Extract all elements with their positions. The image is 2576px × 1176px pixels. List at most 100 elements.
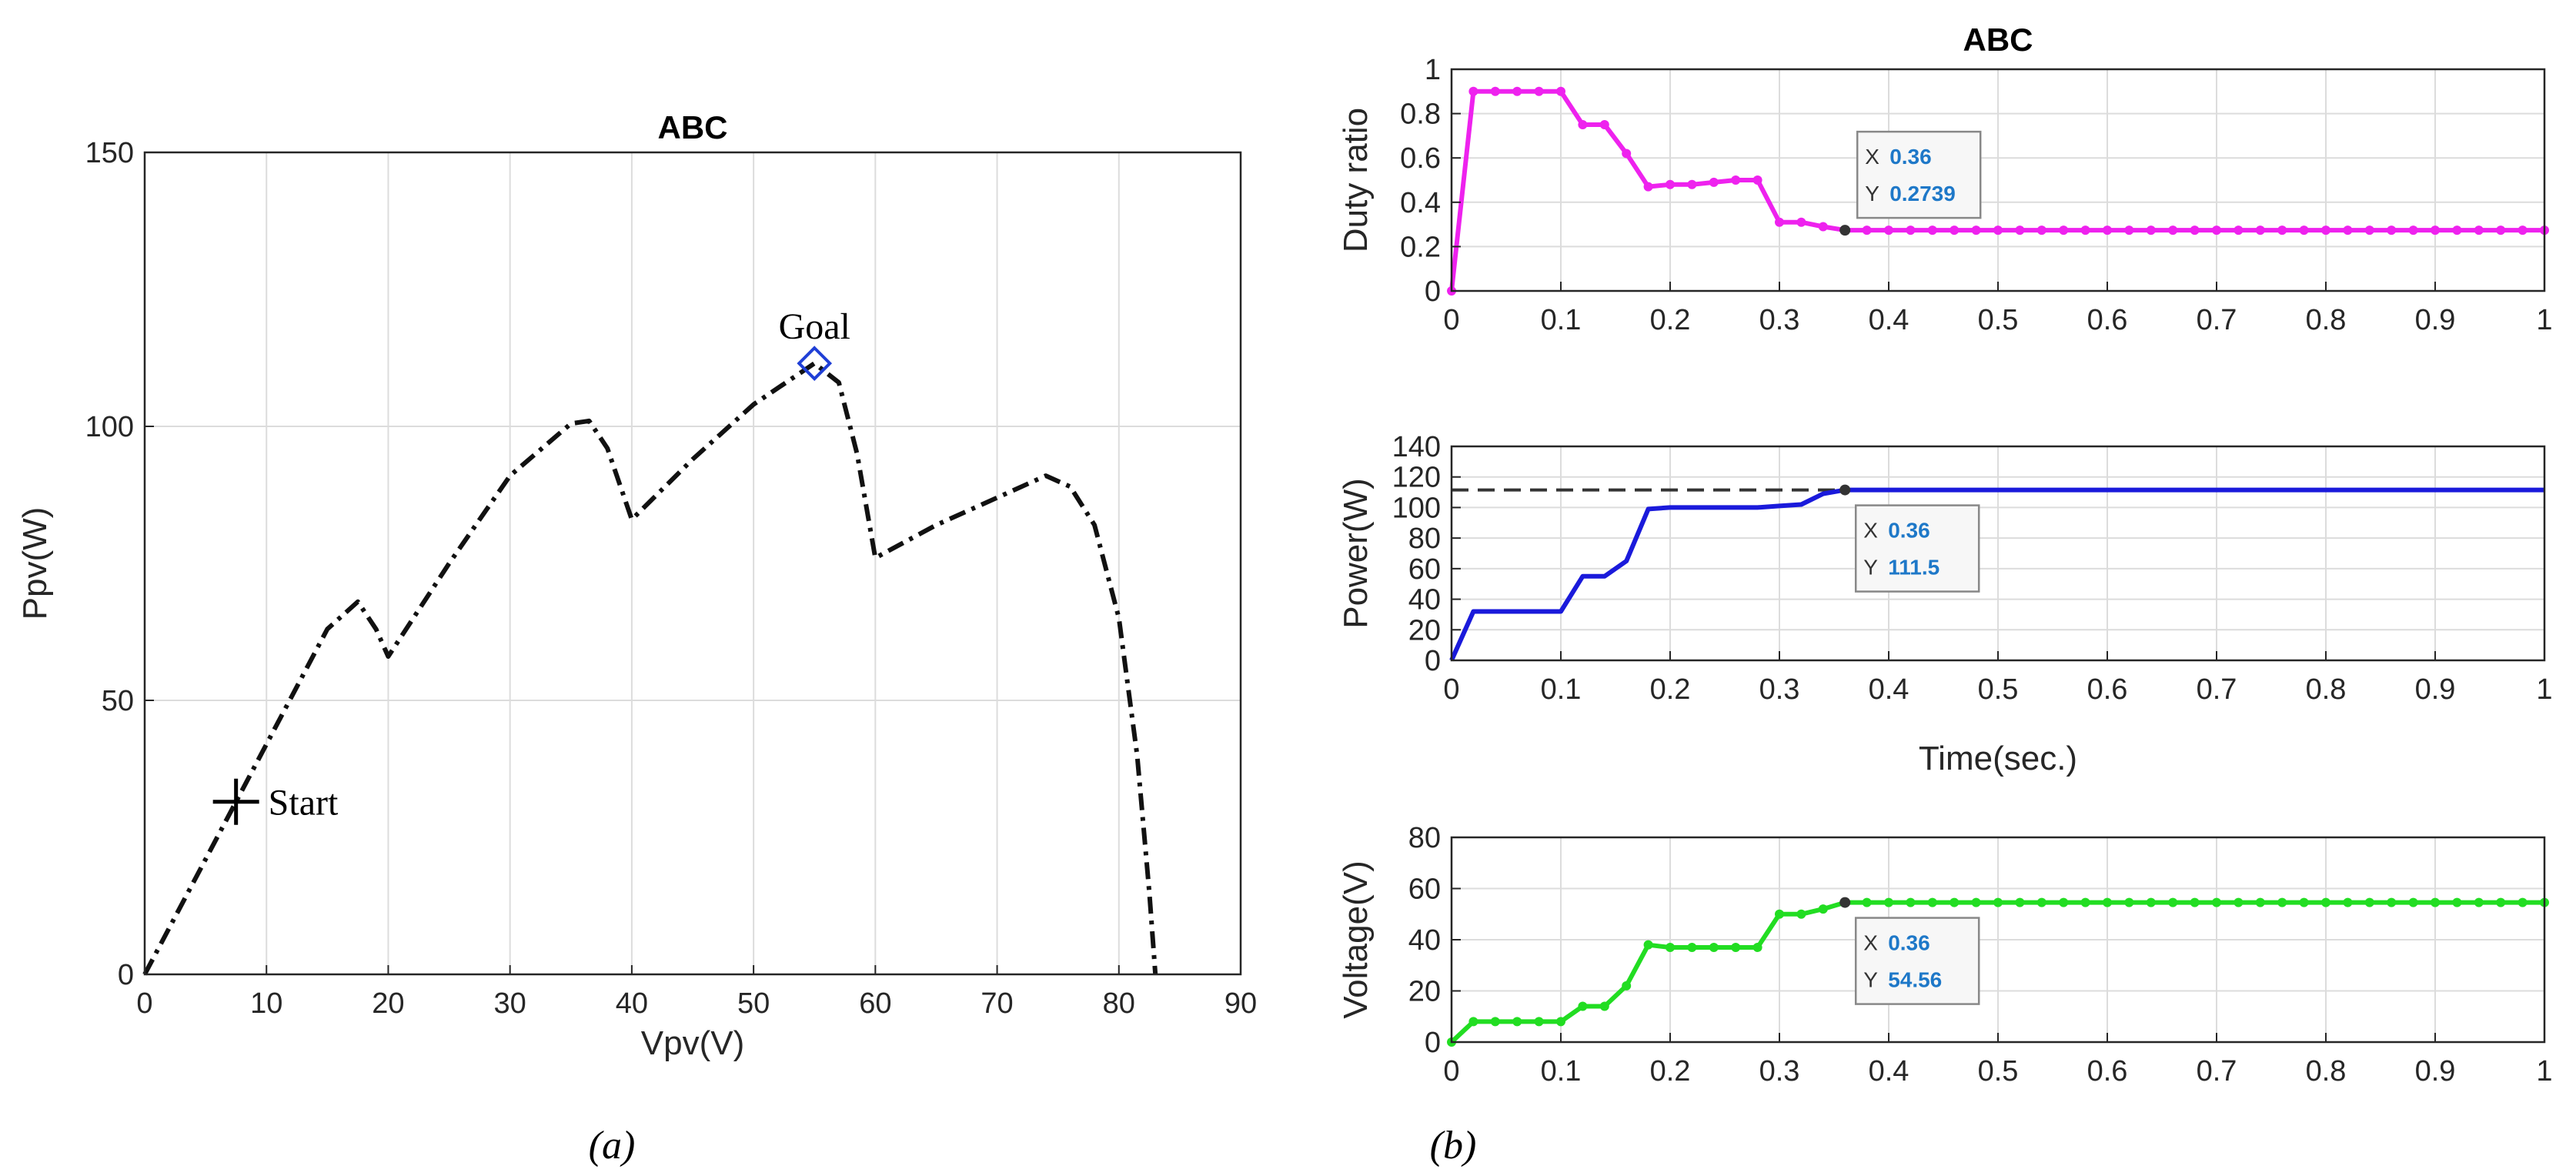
- power-datatip-box: [1854, 504, 1980, 593]
- pv-xtick-label: 0: [136, 987, 152, 1020]
- voltage-data-point: [2190, 897, 2200, 907]
- duty-data-point: [1599, 120, 1609, 129]
- voltage-data-point: [2124, 897, 2134, 907]
- pv-xlabel: Vpv(V): [641, 1024, 744, 1062]
- voltage-data-point: [1993, 897, 2003, 907]
- voltage-data-point: [1818, 904, 1828, 914]
- power-series-line: [1449, 487, 2544, 662]
- pv-xtick-label: 70: [981, 987, 1013, 1020]
- duty-ytick-label: 0.8: [1400, 99, 1441, 131]
- duty-data-point: [2080, 226, 2090, 236]
- duty-data-point: [1862, 226, 1872, 236]
- duty-xtick-label: 1: [2536, 304, 2552, 336]
- duty-data-point: [2168, 226, 2178, 236]
- voltage-xtick-label: 0.6: [2087, 1055, 2128, 1087]
- power-xtick-label: 0.7: [2197, 673, 2237, 706]
- power-ytick-label: 0: [1425, 645, 1441, 677]
- voltage-data-point: [2103, 897, 2112, 907]
- duty-ylabel: Duty ratio: [1337, 108, 1375, 252]
- voltage-data-point: [2277, 897, 2287, 907]
- voltage-data-point: [1512, 1017, 1522, 1027]
- pv-series-line: [142, 361, 1158, 976]
- pv-ytick-label: 100: [85, 411, 134, 443]
- voltage-data-point: [1666, 942, 1675, 952]
- duty-datatip-y-key: Y: [1865, 182, 1879, 205]
- voltage-data-point: [2059, 897, 2069, 907]
- duty-data-point: [1993, 226, 2003, 236]
- duty-xtick-label: 0.5: [1978, 304, 2019, 336]
- voltage-datatip-point: [1839, 897, 1851, 908]
- voltage-data-point: [2474, 897, 2484, 907]
- voltage-data-point: [2234, 897, 2244, 907]
- voltage-data-point: [2408, 897, 2418, 907]
- pv-xtick-label: 10: [250, 987, 282, 1020]
- voltage-ytick-label: 40: [1408, 924, 1441, 957]
- voltage-data-point: [2343, 897, 2353, 907]
- duty-data-point: [1818, 222, 1828, 232]
- voltage-xtick-label: 0.7: [2197, 1055, 2237, 1087]
- voltage-data-point: [1599, 1001, 1609, 1011]
- voltage-data-point: [1775, 909, 1784, 919]
- duty-datatip-box: [1856, 130, 1982, 219]
- duty-data-point: [1666, 179, 1675, 189]
- duty-data-point: [1578, 120, 1588, 129]
- pv-ylabel: Ppv(W): [16, 507, 54, 620]
- pv-xtick-label: 60: [859, 987, 891, 1020]
- voltage-data-point: [1862, 897, 1872, 907]
- voltage-data-point: [1643, 940, 1653, 950]
- power-chart: 0 0.1 0.2 0.3 0.4 0.5 0.6 0.7 0.8 0.9 1 02040608010…: [1337, 431, 2553, 777]
- voltage-data-point: [2080, 897, 2090, 907]
- power-xlabel: Time(sec.): [1919, 740, 2077, 777]
- voltage-ytick-label: 80: [1408, 822, 1441, 854]
- duty-data-point: [1927, 226, 1937, 236]
- duty-data-point: [2387, 226, 2397, 236]
- pv-ytick-label: 0: [118, 959, 134, 991]
- duty-xtick-label: 0.3: [1759, 304, 1800, 336]
- voltage-xtick-label: 0: [1443, 1055, 1459, 1087]
- power-ytick-label: 120: [1392, 462, 1441, 494]
- power-datatip-x-value: 0.36: [1888, 519, 1930, 543]
- pv-xtick-label: 90: [1225, 987, 1257, 1020]
- power-datatip-y-key: Y: [1863, 556, 1878, 580]
- voltage-xtick-label: 0.8: [2306, 1055, 2347, 1087]
- duty-ytick-label: 0.2: [1400, 231, 1441, 263]
- power-xtick-label: 0.4: [1869, 673, 1909, 706]
- voltage-data-point: [2518, 897, 2528, 907]
- duty-data-point: [1950, 226, 1960, 236]
- duty-data-point: [2124, 226, 2134, 236]
- voltage-data-point: [1578, 1001, 1588, 1011]
- power-ytick-label: 80: [1408, 523, 1441, 555]
- voltage-data-point: [2168, 897, 2178, 907]
- voltage-data-point: [1534, 1017, 1544, 1027]
- voltage-data-point: [2431, 897, 2440, 907]
- duty-data-point: [1752, 175, 1762, 185]
- duty-xtick-label: 0.8: [2306, 304, 2347, 336]
- voltage-data-point: [2212, 897, 2221, 907]
- duty-xtick-label: 0.7: [2197, 304, 2237, 336]
- voltage-data-point: [2496, 897, 2506, 907]
- caption-b: (b): [1430, 1124, 1477, 1168]
- power-xtick-label: 0.8: [2306, 673, 2347, 706]
- duty-data-point: [2321, 226, 2330, 236]
- duty-xtick-label: 0.9: [2415, 304, 2456, 336]
- voltage-data-point: [1687, 942, 1697, 952]
- voltage-xtick-label: 0.5: [1978, 1055, 2019, 1087]
- power-xtick-label: 0.5: [1978, 673, 2019, 706]
- caption-a: (a): [589, 1124, 636, 1168]
- voltage-data-point: [1622, 981, 1632, 991]
- duty-ytick-label: 0.4: [1400, 187, 1441, 219]
- power-datatip-x-key: X: [1863, 519, 1878, 543]
- voltage-xtick-label: 1: [2536, 1055, 2552, 1087]
- duty-data-point: [1643, 182, 1653, 192]
- duty-data-point: [1775, 217, 1784, 227]
- duty-xtick-label: 0.4: [1869, 304, 1909, 336]
- voltage-data-point: [2299, 897, 2309, 907]
- pv-xtick-label: 20: [372, 987, 404, 1020]
- voltage-data-point: [1950, 897, 1960, 907]
- power-datatip-y-value: 111.5: [1888, 556, 1940, 580]
- voltage-data-point: [2146, 897, 2156, 907]
- voltage-data-point: [1556, 1017, 1565, 1027]
- voltage-data-point: [2255, 897, 2265, 907]
- duty-data-point: [2496, 226, 2506, 236]
- duty-data-point: [1622, 149, 1632, 159]
